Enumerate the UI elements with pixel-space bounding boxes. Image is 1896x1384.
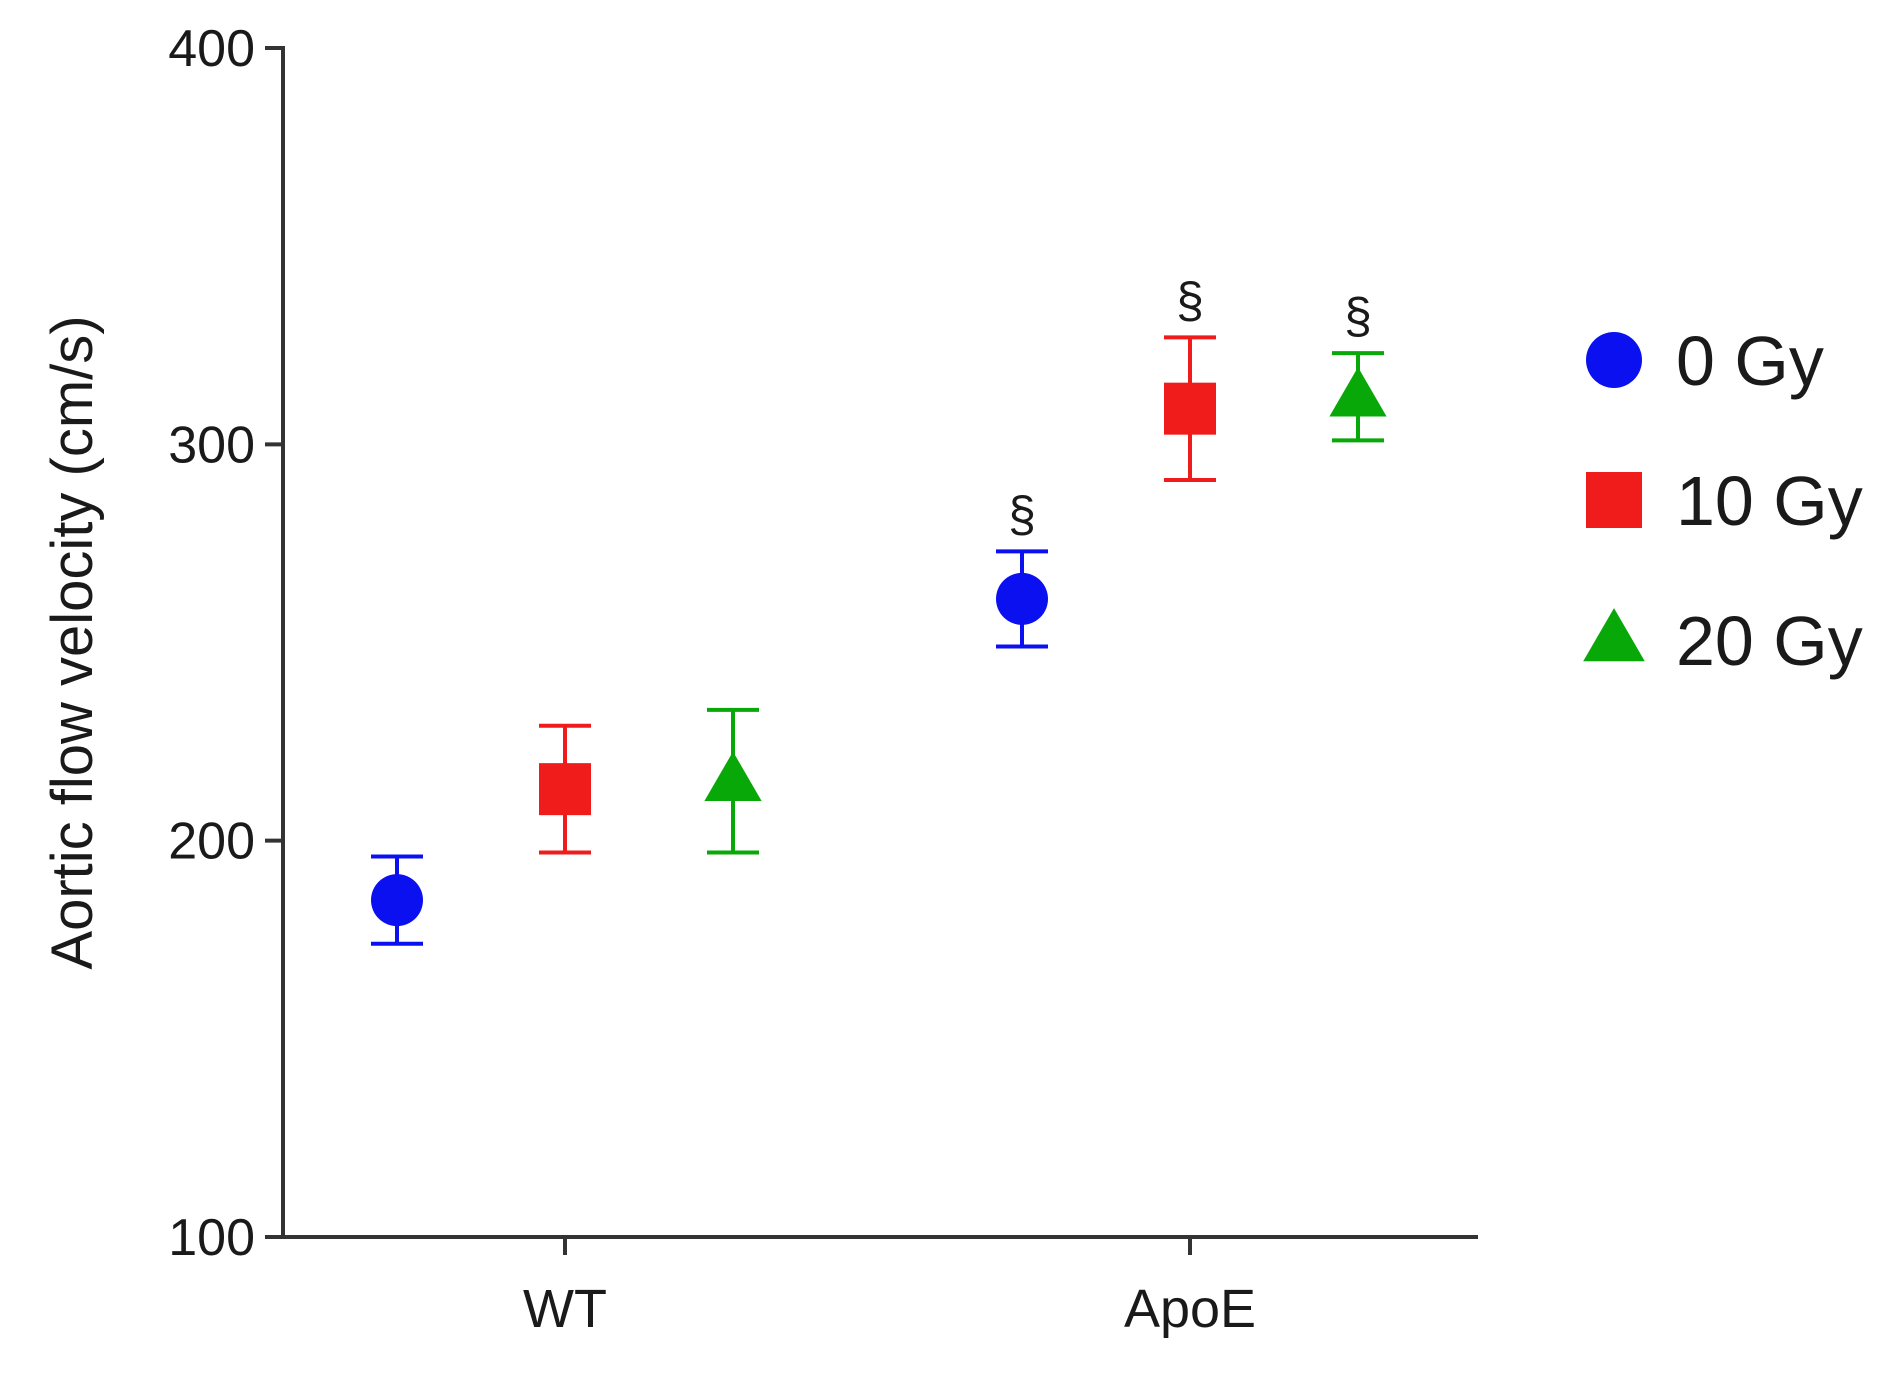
y-tick-label: 200 — [168, 813, 255, 871]
legend-marker — [1586, 332, 1642, 388]
y-tick-label: 100 — [168, 1209, 255, 1267]
x-tick-label: WT — [523, 1279, 607, 1339]
significance-label: § — [1008, 486, 1036, 542]
legend-marker — [1586, 472, 1642, 528]
data-point — [539, 763, 591, 816]
data-point — [1164, 382, 1216, 435]
axes: 100 200 300 400 WT ApoE Aortic flow velocity (… — [40, 20, 1478, 1339]
x-tick-label: ApoE — [1124, 1279, 1256, 1339]
significance-label: § — [1176, 272, 1204, 328]
legend-marker — [1583, 608, 1645, 662]
data-marks: § § § — [371, 272, 1387, 946]
y-axis-label: Aortic flow velocity (cm/s) — [40, 315, 105, 969]
data-point — [371, 874, 423, 927]
significance-label: § — [1344, 288, 1372, 344]
legend: 0 Gy 10 Gy 20 Gy — [1583, 322, 1863, 680]
legend-label: 0 Gy — [1676, 322, 1824, 400]
y-tick-label: 300 — [168, 416, 255, 474]
legend-label: 10 Gy — [1676, 462, 1863, 540]
y-tick-label: 400 — [168, 20, 255, 78]
data-point — [704, 751, 762, 801]
data-point — [1329, 367, 1387, 417]
legend-label: 20 Gy — [1676, 602, 1863, 680]
data-point — [996, 572, 1048, 625]
